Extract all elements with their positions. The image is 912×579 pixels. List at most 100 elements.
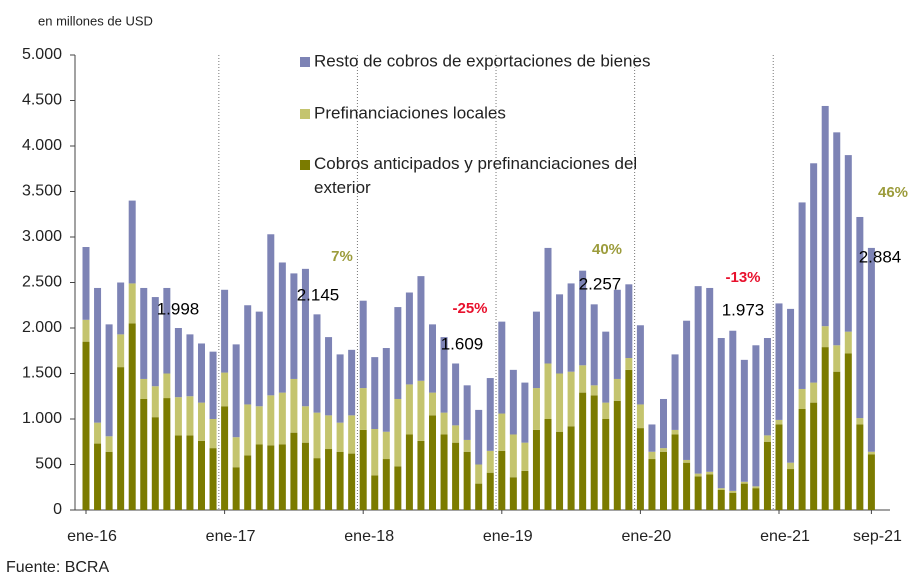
bar-segment	[209, 419, 217, 449]
bar-segment	[775, 419, 783, 425]
bar-segment	[128, 283, 136, 324]
bar-segment	[128, 200, 136, 284]
legend-swatch	[300, 57, 310, 67]
bar-segment	[151, 386, 159, 418]
bar-segment	[579, 392, 587, 510]
bar-segment	[313, 412, 321, 459]
bar-segment	[140, 398, 148, 510]
bar-segment	[221, 372, 229, 407]
bar-segment	[278, 262, 286, 393]
bar-segment	[509, 434, 517, 478]
unit-label: en millones de USD	[38, 13, 153, 28]
bar-segment	[267, 395, 275, 446]
bar-segment	[694, 476, 702, 510]
bar-segment	[787, 462, 795, 470]
legend-label-line: exterior	[314, 178, 371, 197]
bar-segment	[82, 319, 90, 342]
bar-segment	[660, 398, 667, 449]
bar-segment	[452, 442, 460, 510]
legend-label-line: Cobros anticipados y prefinanciaciones d…	[314, 154, 637, 173]
bar-segment	[498, 413, 506, 451]
bar-segment	[290, 378, 298, 433]
y-tick-label: 4.500	[22, 92, 62, 109]
bar-segment	[348, 349, 356, 416]
bar-segment	[833, 345, 841, 372]
bar-segment	[244, 455, 252, 510]
bar-segment	[405, 434, 413, 510]
bar-segment	[232, 344, 240, 438]
bar-segment	[186, 334, 194, 397]
bar-segment	[394, 398, 402, 467]
bar-segment	[498, 321, 506, 414]
bar-segment	[417, 380, 425, 441]
bar-segment	[209, 448, 217, 510]
bar-segment	[636, 404, 644, 429]
y-tick-label: 1.500	[22, 365, 62, 382]
bar-segment	[740, 483, 748, 510]
bar-segment	[463, 439, 471, 452]
bar-segment	[856, 418, 864, 425]
bar-segment	[290, 273, 298, 379]
bar-segment	[833, 371, 841, 510]
x-tick-label: ene-17	[206, 528, 256, 545]
bar-segment	[163, 287, 171, 374]
bar-segment	[405, 384, 413, 435]
annotation: 2.884	[859, 247, 902, 266]
bar-segment	[625, 284, 633, 359]
bar-segment	[671, 434, 679, 510]
bar-segment	[683, 459, 691, 463]
bar-segment	[509, 369, 517, 435]
bar-segment	[452, 363, 460, 426]
bar-segment	[255, 444, 263, 510]
bar-segment	[729, 492, 737, 510]
bar-segment	[301, 442, 309, 510]
bar-segment	[810, 402, 818, 510]
bar-segment	[290, 432, 298, 510]
bar-segment	[209, 351, 217, 419]
bar-segment	[544, 419, 552, 510]
bar-segment	[590, 385, 598, 396]
bar-segment	[752, 486, 760, 489]
bar-segment	[775, 303, 783, 420]
bar-segment	[94, 422, 102, 444]
annotation: 2.145	[297, 285, 340, 304]
bar-segment	[821, 105, 829, 327]
bar-segment	[359, 429, 367, 510]
bar-segment	[660, 451, 667, 510]
annotation: 40%	[592, 241, 622, 258]
bar-segment	[486, 378, 494, 451]
bar-segment	[798, 408, 806, 510]
bar-segment	[301, 406, 309, 443]
bar-segment	[694, 286, 702, 474]
bar-segment	[301, 268, 309, 407]
legend-label: Prefinanciaciones locales	[314, 103, 506, 122]
bar-segment	[117, 334, 125, 368]
annotation: 1.609	[441, 334, 484, 353]
bar-segment	[151, 297, 159, 387]
bar-segment	[856, 216, 864, 419]
bar-segment	[140, 378, 148, 399]
bar-segment	[498, 450, 506, 510]
bar-segment	[475, 464, 483, 484]
bar-segment	[602, 331, 610, 403]
bar-segment	[833, 132, 841, 346]
bar-segment	[636, 325, 644, 405]
bar-segment	[348, 415, 356, 454]
x-tick-label: ene-16	[67, 528, 117, 545]
annotation: -25%	[452, 300, 487, 317]
bar-segment	[798, 388, 806, 409]
bar-segment	[567, 283, 575, 372]
bar-segment	[740, 359, 748, 482]
bar-segment	[810, 382, 818, 403]
bar-segment	[198, 343, 205, 403]
bar-segment	[867, 451, 875, 455]
bar-segment	[371, 357, 379, 430]
bar-segment	[706, 471, 714, 475]
bar-segment	[821, 347, 829, 510]
bar-segment	[255, 406, 263, 445]
bar-segment	[359, 300, 367, 389]
y-tick-label: 1.000	[22, 410, 62, 427]
bar-segment	[440, 434, 448, 510]
bar-segment	[394, 307, 402, 399]
